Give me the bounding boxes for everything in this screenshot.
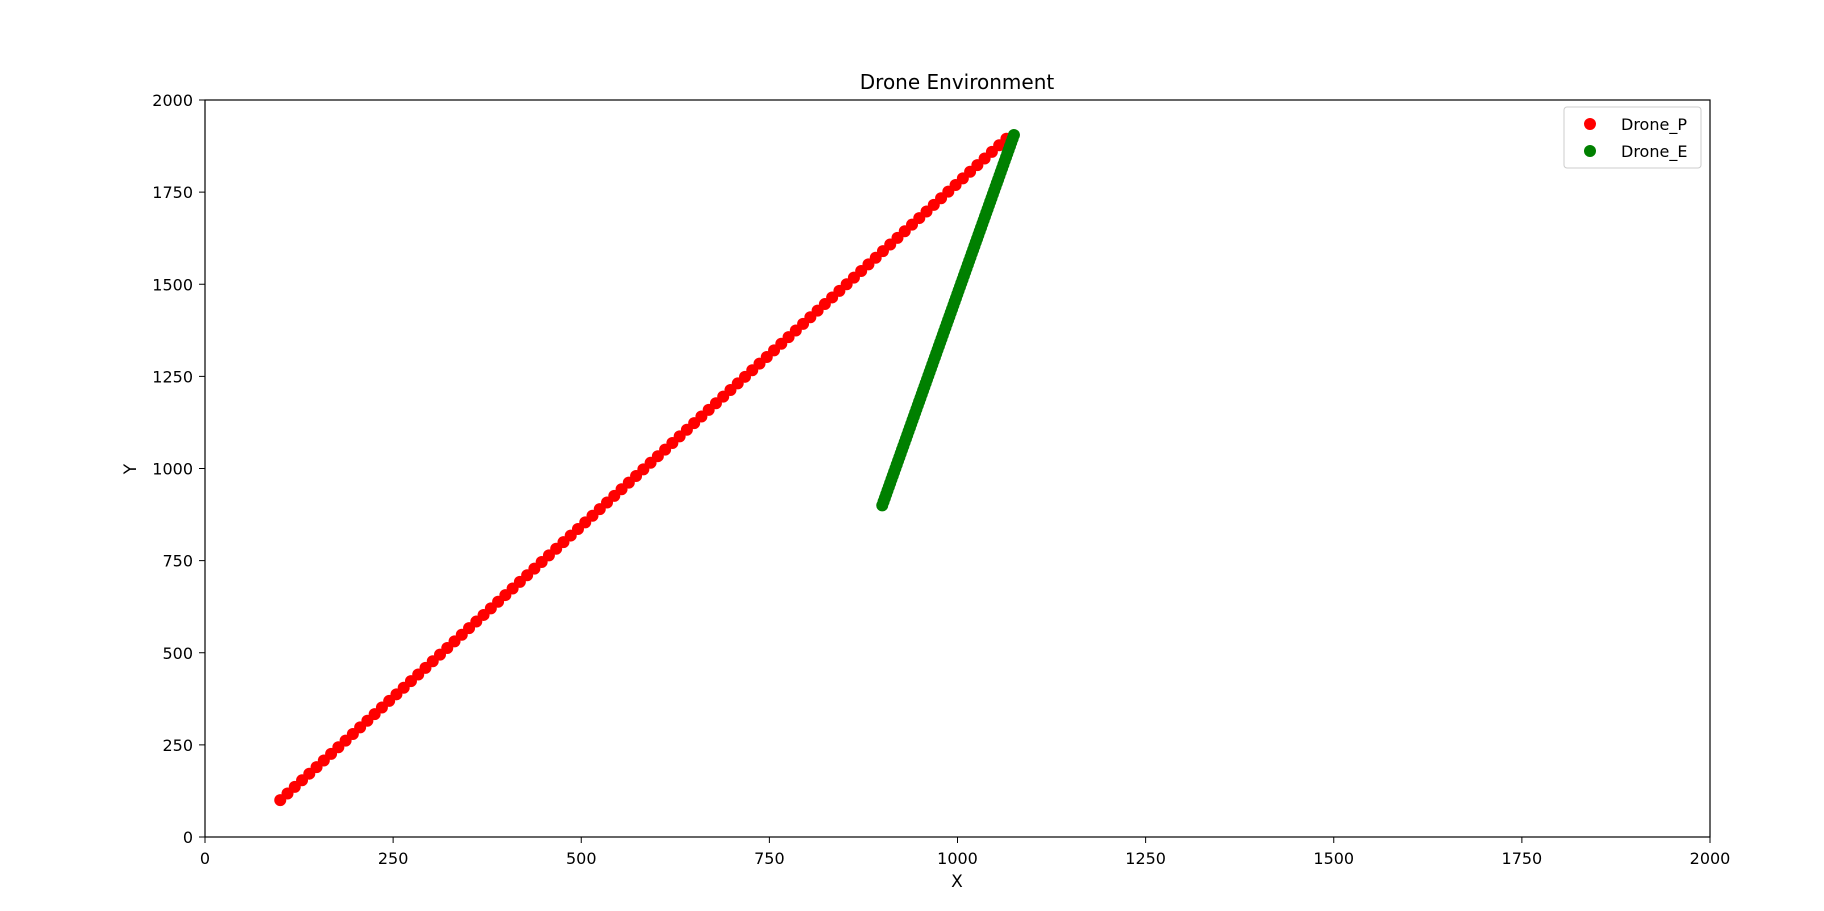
legend-label-drone-p: Drone_P (1621, 115, 1687, 135)
x-tick-label: 1750 (1502, 849, 1543, 868)
y-axis-ticks: 0 250 500 750 1000 1250 1500 1750 2000 (152, 91, 205, 847)
chart-title: Drone Environment (860, 70, 1055, 94)
x-tick-label: 1250 (1125, 849, 1166, 868)
y-tick-label: 500 (162, 644, 193, 663)
x-tick-label: 2000 (1690, 849, 1731, 868)
y-tick-label: 1250 (152, 367, 193, 386)
y-tick-label: 1000 (152, 460, 193, 479)
y-tick-label: 750 (162, 552, 193, 571)
data-points (274, 129, 1020, 807)
x-axis-ticks: 0 250 500 750 1000 1250 1500 1750 2000 (200, 837, 1730, 868)
y-tick-label: 0 (183, 828, 193, 847)
legend-marker-drone-p (1584, 118, 1596, 130)
drone-e-point (1007, 129, 1020, 142)
x-tick-label: 0 (200, 849, 210, 868)
legend-marker-drone-e (1584, 145, 1596, 157)
y-tick-label: 1500 (152, 275, 193, 294)
legend-label-drone-e: Drone_E (1621, 142, 1687, 162)
x-tick-label: 750 (754, 849, 785, 868)
x-tick-label: 500 (566, 849, 597, 868)
y-axis-label: Y (121, 463, 141, 475)
x-tick-label: 1500 (1313, 849, 1354, 868)
legend: Drone_P Drone_E (1563, 106, 1702, 169)
x-tick-label: 1000 (937, 849, 978, 868)
y-tick-label: 2000 (152, 91, 193, 110)
x-tick-label: 250 (378, 849, 409, 868)
plot-frame (204, 99, 1711, 838)
legend-box (1563, 106, 1702, 169)
x-axis-label: X (951, 872, 963, 892)
y-tick-label: 250 (162, 736, 193, 755)
y-tick-label: 1750 (152, 183, 193, 202)
